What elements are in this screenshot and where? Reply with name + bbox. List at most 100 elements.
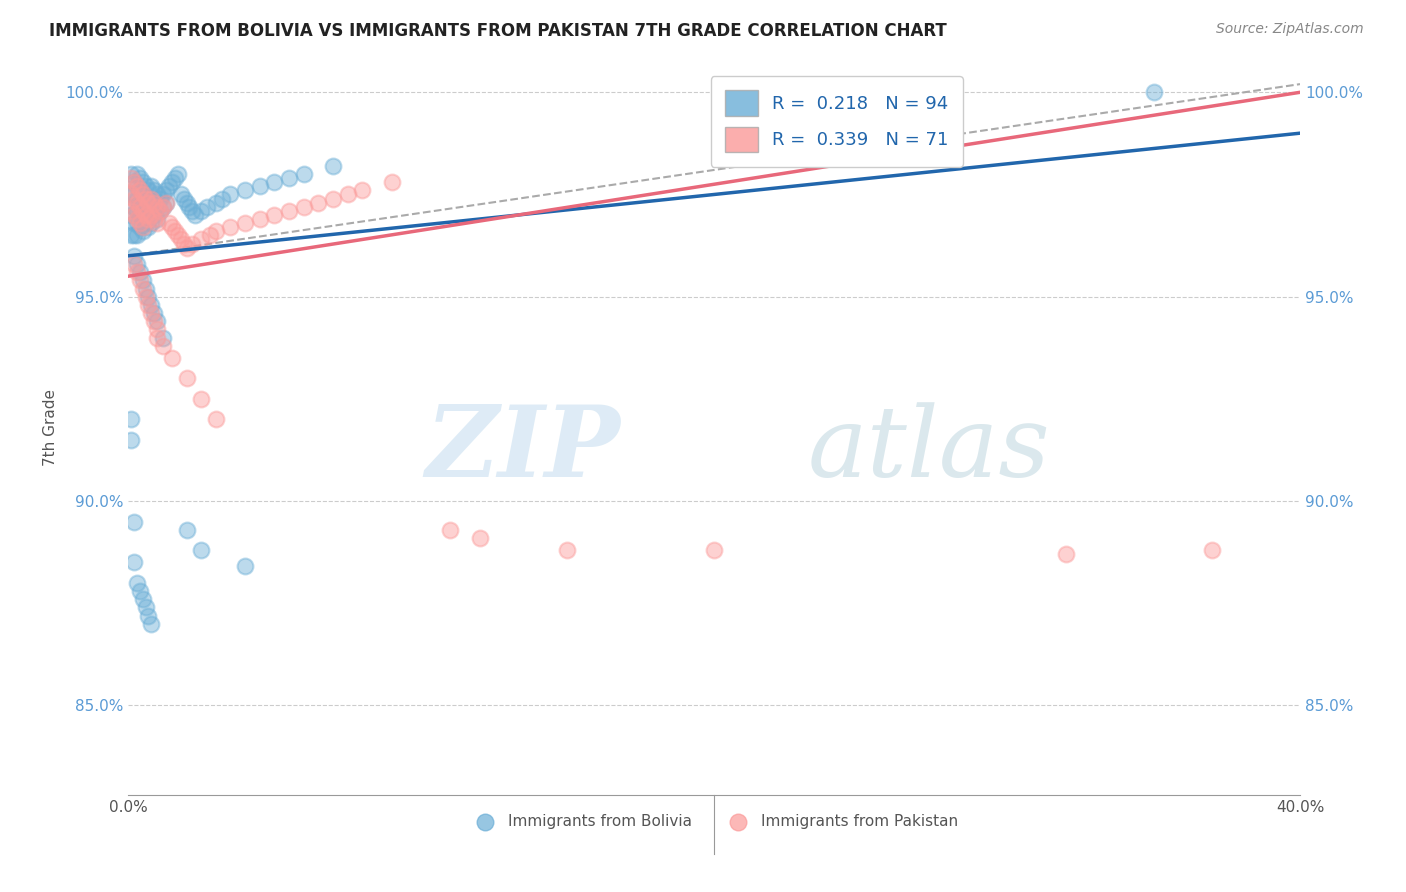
Point (125, 195, 148, 210)
Legend: Immigrants from Bolivia, Immigrants from Pakistan: Immigrants from Bolivia, Immigrants from… (464, 808, 965, 836)
Point (263, 208, 285, 222)
Point (122, 228, 145, 243)
Point (152, 330, 174, 344)
Point (146, 314, 169, 328)
Point (179, 200, 201, 214)
Point (233, 216, 256, 230)
Point (190, 392, 212, 406)
Point (141, 208, 163, 222)
Point (131, 592, 153, 607)
Point (163, 224, 186, 238)
Point (152, 339, 174, 353)
Point (120, 433, 142, 447)
Point (146, 322, 169, 336)
Point (128, 273, 150, 287)
Point (149, 203, 172, 218)
Point (122, 257, 145, 271)
Text: ZIP: ZIP (425, 401, 620, 498)
Point (205, 224, 228, 238)
Point (160, 220, 183, 235)
Point (131, 187, 153, 202)
Point (141, 179, 163, 194)
Point (468, 531, 491, 545)
Point (120, 167, 142, 181)
Point (122, 200, 145, 214)
Point (146, 200, 169, 214)
Point (176, 371, 198, 385)
Point (278, 171, 301, 186)
Point (138, 608, 160, 623)
Point (278, 203, 301, 218)
Point (181, 203, 204, 218)
Point (134, 290, 156, 304)
Point (134, 203, 156, 218)
Point (143, 208, 166, 222)
Point (128, 216, 150, 230)
Point (184, 208, 207, 222)
Point (131, 273, 153, 287)
Point (211, 192, 233, 206)
Point (134, 281, 156, 295)
Point (146, 200, 169, 214)
Point (141, 192, 163, 206)
Point (336, 187, 359, 202)
Point (176, 241, 198, 255)
Point (146, 330, 169, 344)
Point (120, 228, 142, 243)
Point (131, 200, 153, 214)
Point (125, 257, 148, 271)
Point (322, 192, 344, 206)
Point (292, 200, 315, 214)
Point (143, 195, 166, 210)
Point (128, 220, 150, 235)
Point (155, 195, 177, 210)
Point (143, 195, 166, 210)
Point (138, 195, 160, 210)
Point (125, 192, 148, 206)
Point (152, 200, 174, 214)
Point (249, 212, 271, 227)
Point (141, 216, 163, 230)
Point (138, 290, 160, 304)
Point (381, 175, 404, 189)
Point (120, 208, 142, 222)
Point (128, 200, 150, 214)
Point (128, 265, 150, 279)
Point (138, 212, 160, 227)
Point (160, 175, 183, 189)
Point (155, 183, 177, 197)
Point (122, 249, 145, 263)
Point (122, 192, 145, 206)
Text: IMMIGRANTS FROM BOLIVIA VS IMMIGRANTS FROM PAKISTAN 7TH GRADE CORRELATION CHART: IMMIGRANTS FROM BOLIVIA VS IMMIGRANTS FR… (49, 22, 948, 40)
Point (173, 236, 195, 251)
Point (190, 232, 212, 246)
Point (120, 171, 142, 186)
Point (149, 203, 172, 218)
Point (131, 281, 153, 295)
Point (134, 600, 156, 615)
Text: atlas: atlas (807, 402, 1050, 497)
Point (128, 208, 150, 222)
Point (134, 208, 156, 222)
Point (233, 183, 256, 197)
Point (1201, 543, 1223, 558)
Point (141, 306, 163, 320)
Point (143, 212, 166, 227)
Point (141, 192, 163, 206)
Point (160, 351, 183, 365)
Point (131, 212, 153, 227)
Point (125, 167, 148, 181)
Point (120, 203, 142, 218)
Point (195, 200, 218, 214)
Point (163, 171, 186, 186)
Point (125, 575, 148, 590)
Point (131, 220, 153, 235)
Point (125, 203, 148, 218)
Point (146, 216, 169, 230)
Point (292, 167, 315, 181)
Point (157, 179, 180, 194)
Point (128, 584, 150, 599)
Point (122, 175, 145, 189)
Point (138, 195, 160, 210)
Point (134, 192, 156, 206)
